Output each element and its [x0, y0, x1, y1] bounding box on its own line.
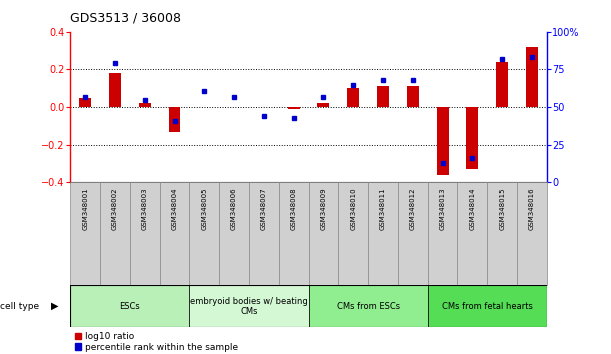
Bar	[189, 182, 219, 285]
Text: CMs from fetal hearts: CMs from fetal hearts	[442, 302, 533, 311]
Bar	[466, 107, 478, 169]
Text: ESCs: ESCs	[120, 302, 140, 311]
Bar	[347, 88, 359, 107]
Bar	[139, 103, 151, 107]
Text: CMs from ESCs: CMs from ESCs	[337, 302, 400, 311]
Bar	[219, 182, 249, 285]
Text: GSM348007: GSM348007	[261, 188, 267, 230]
Bar	[130, 182, 159, 285]
Text: GSM348004: GSM348004	[172, 188, 178, 230]
Bar	[458, 182, 488, 285]
Text: GSM348013: GSM348013	[439, 188, 445, 230]
Text: GDS3513 / 36008: GDS3513 / 36008	[70, 12, 181, 25]
Bar	[288, 107, 299, 109]
Text: embryoid bodies w/ beating
CMs: embryoid bodies w/ beating CMs	[190, 297, 308, 316]
Bar	[189, 285, 309, 327]
Text: GSM348008: GSM348008	[291, 188, 297, 230]
Bar	[398, 182, 428, 285]
Bar	[318, 103, 329, 107]
Bar	[437, 107, 448, 175]
Text: GSM348012: GSM348012	[410, 188, 416, 230]
Bar	[407, 86, 419, 107]
Bar	[377, 86, 389, 107]
Bar	[488, 182, 517, 285]
Text: GSM348002: GSM348002	[112, 188, 118, 230]
Legend: log10 ratio, percentile rank within the sample: log10 ratio, percentile rank within the …	[75, 332, 238, 352]
Text: GSM348009: GSM348009	[320, 188, 326, 230]
Bar	[100, 182, 130, 285]
Text: GSM348011: GSM348011	[380, 188, 386, 230]
Bar	[169, 107, 180, 132]
Text: GSM348006: GSM348006	[231, 188, 237, 230]
Text: GSM348010: GSM348010	[350, 188, 356, 230]
Bar	[428, 182, 458, 285]
Text: GSM348016: GSM348016	[529, 188, 535, 230]
Text: cell type: cell type	[0, 302, 39, 311]
Bar	[159, 182, 189, 285]
Bar	[249, 182, 279, 285]
Text: GSM348015: GSM348015	[499, 188, 505, 230]
Bar	[70, 285, 189, 327]
Text: GSM348001: GSM348001	[82, 188, 88, 230]
Bar	[70, 182, 100, 285]
Bar	[428, 285, 547, 327]
Bar	[279, 182, 309, 285]
Bar	[79, 98, 91, 107]
Text: GSM348014: GSM348014	[469, 188, 475, 230]
Bar	[309, 285, 428, 327]
Text: GSM348005: GSM348005	[201, 188, 207, 230]
Bar	[338, 182, 368, 285]
Bar	[109, 73, 121, 107]
Text: ▶: ▶	[51, 301, 58, 311]
Bar	[368, 182, 398, 285]
Bar	[517, 182, 547, 285]
Bar	[496, 62, 508, 107]
Bar	[526, 47, 538, 107]
Bar	[309, 182, 338, 285]
Text: GSM348003: GSM348003	[142, 188, 148, 230]
